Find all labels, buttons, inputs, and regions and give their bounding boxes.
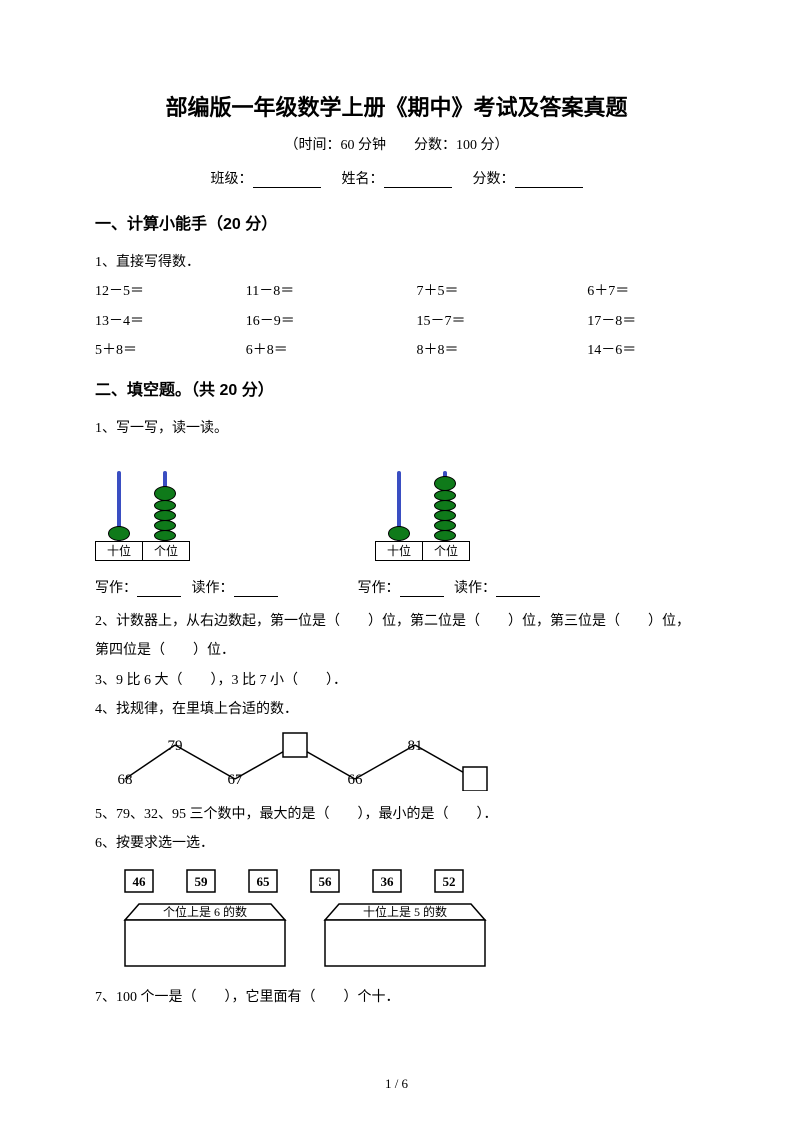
subtitle: （时间：60 分钟 分数：100 分） [95,134,698,154]
calc-cell: 5＋8＝ [95,336,206,365]
read-blank[interactable] [496,583,540,597]
label-name: 姓名： [342,172,384,187]
write-read-row: 写作： 读作： 写作： 读作： [95,577,698,597]
abacus-right: 十位 个位 [375,461,485,561]
bead [434,500,456,511]
s2-q2: 2、计数器上，从右边数起，第一位是（ ）位，第二位是（ ）位，第三位是（ ）位，… [95,607,698,666]
calc-cell: 12－5＝ [95,277,206,306]
read-blank[interactable] [234,583,278,597]
bead [434,530,456,541]
bead [154,500,176,511]
s1-q1: 1、直接写得数． [95,248,698,277]
write-read-1: 写作： 读作： [95,577,278,597]
bead [154,520,176,531]
svg-text:67: 67 [228,772,244,788]
page-title: 部编版一年级数学上册《期中》考试及答案真题 [95,90,698,122]
svg-text:十位上是 5 的数: 十位上是 5 的数 [363,904,447,919]
svg-text:36: 36 [381,874,395,889]
svg-text:个位上是 6 的数: 个位上是 6 的数 [163,904,247,919]
place-tens: 十位 [96,542,143,560]
read-label: 读作： [192,581,234,596]
bead [108,526,130,541]
bead [154,510,176,521]
write-label: 写作： [95,581,137,596]
bead [434,490,456,501]
calc-cell: 14－6＝ [527,336,698,365]
bead [388,526,410,541]
section-2-head: 二、填空题。（共 20 分） [95,376,698,400]
label-score: 分数： [473,172,515,187]
calc-table: 12－5＝11－8＝7＋5＝6＋7＝13－4＝16－9＝15－7＝17－8＝5＋… [95,277,698,365]
bead [154,530,176,541]
place-ones: 个位 [143,542,189,560]
abacus-base: 十位 个位 [375,541,470,561]
info-line: 班级： 姓名： 分数： [95,168,698,188]
calc-cell: 6＋7＝ [527,277,698,306]
place-ones: 个位 [423,542,469,560]
svg-text:66: 66 [348,772,364,788]
blank-name[interactable] [384,172,452,188]
calc-row: 13－4＝16－9＝15－7＝17－8＝ [95,307,698,336]
section-1-head: 一、计算小能手（20 分） [95,210,698,234]
write-read-2: 写作： 读作： [358,577,541,597]
write-blank[interactable] [137,583,181,597]
abacus-left: 十位 个位 [95,461,205,561]
calc-cell: 13－4＝ [95,307,206,336]
write-label: 写作： [358,581,400,596]
write-blank[interactable] [400,583,444,597]
s2-q6: 6、按要求选一选． [95,829,698,858]
svg-text:81: 81 [408,738,423,754]
calc-row: 12－5＝11－8＝7＋5＝6＋7＝ [95,277,698,306]
svg-text:46: 46 [133,874,147,889]
calc-cell: 7＋5＝ [357,277,528,306]
s2-q5: 5、79、32、95 三个数中，最大的是（ ），最小的是（ ）． [95,800,698,829]
svg-text:65: 65 [257,874,271,889]
pattern-diagram: 68 79 67 66 81 [95,731,515,791]
calc-cell: 16－9＝ [206,307,357,336]
svg-text:59: 59 [195,874,209,889]
bead [434,520,456,531]
s2-q7: 7、100 个一是（ ），它里面有（ ）个十． [95,983,698,1012]
bead [154,486,176,501]
s2-q4: 4、找规律，在里填上合适的数． [95,695,698,724]
s2-q3: 3、9 比 6 大（ ），3 比 7 小（ ）． [95,666,698,695]
blank-score[interactable] [515,172,583,188]
bead [434,476,456,491]
abacus-row: 十位 个位 十位 个位 [95,461,698,561]
svg-text:56: 56 [319,874,333,889]
calc-cell: 8＋8＝ [357,336,528,365]
read-label: 读作： [454,581,496,596]
svg-text:52: 52 [443,874,456,889]
svg-text:68: 68 [118,772,133,788]
svg-text:79: 79 [168,738,183,754]
calc-row: 5＋8＝6＋8＝8＋8＝14－6＝ [95,336,698,365]
label-class: 班级： [211,172,253,187]
s2-q1: 1、写一写，读一读。 [95,414,698,443]
calc-cell: 6＋8＝ [206,336,357,365]
bead [434,510,456,521]
calc-cell: 11－8＝ [206,277,357,306]
page-number: 1 / 6 [0,1076,793,1092]
blank-class[interactable] [253,172,321,188]
calc-cell: 17－8＝ [527,307,698,336]
place-tens: 十位 [376,542,423,560]
calc-cell: 15－7＝ [357,307,528,336]
abacus-base: 十位 个位 [95,541,190,561]
sort-boxes-diagram: 46 59 65 56 36 52 个位上是 6 的数 十位上是 5 的数 [95,864,555,974]
